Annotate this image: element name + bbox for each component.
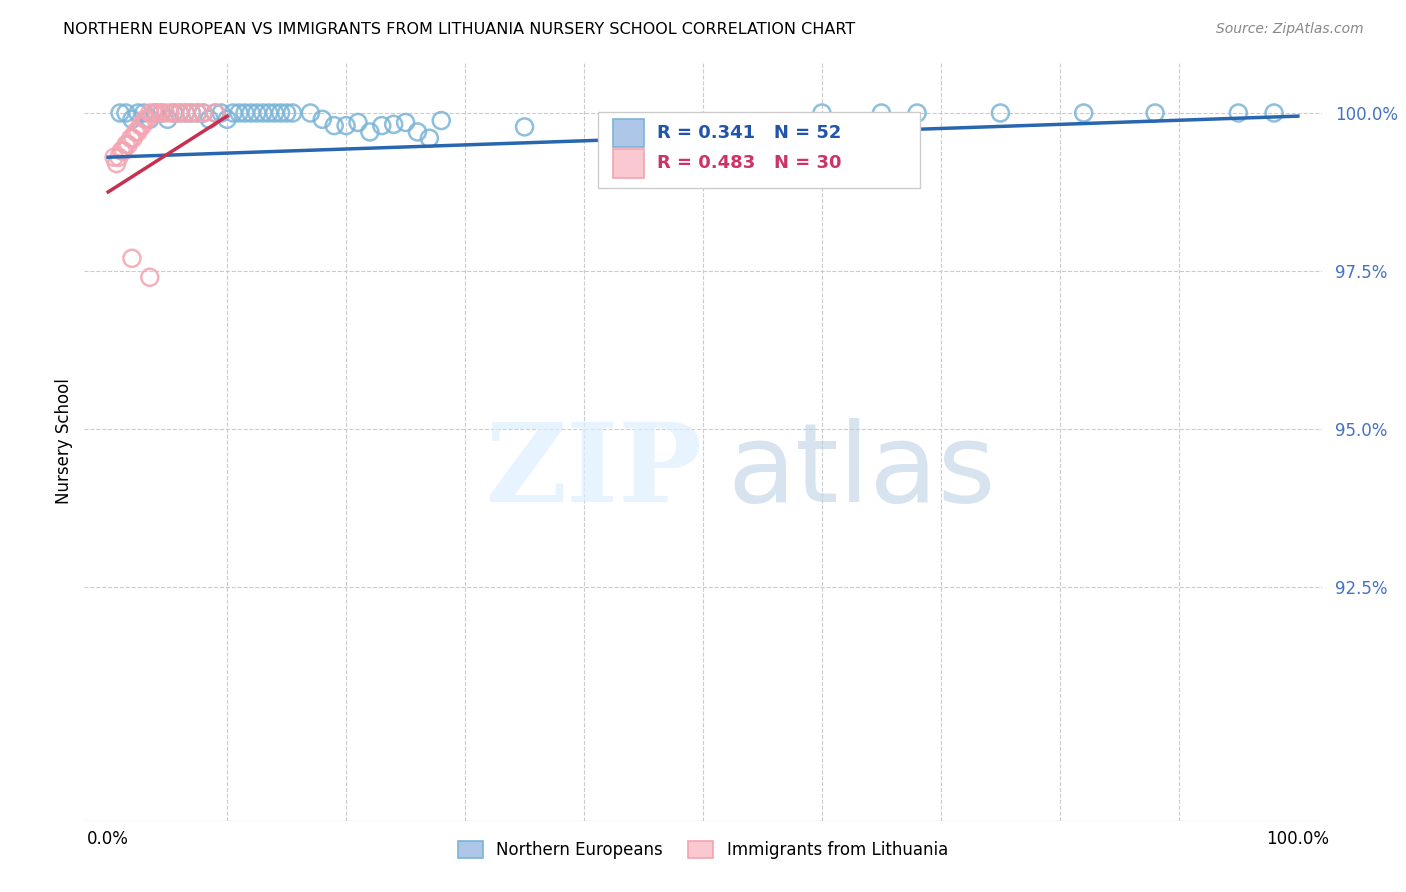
Point [1144,106,1167,120]
Point [394,115,416,129]
Point [115,137,138,152]
Point [169,106,191,120]
Point [905,106,928,120]
Point [323,119,346,133]
Point [222,106,245,120]
Point [692,121,714,136]
Point [1227,106,1250,120]
Point [990,106,1012,120]
Point [430,113,453,128]
Text: Source: ZipAtlas.com: Source: ZipAtlas.com [1216,22,1364,37]
Point [121,252,143,266]
Y-axis label: Nursery School: Nursery School [55,378,73,505]
Point [127,125,149,139]
Point [204,106,226,120]
Bar [613,149,644,178]
Point [382,117,405,131]
Point [108,106,131,120]
Point [122,131,145,145]
Point [139,270,162,285]
Point [239,106,262,120]
Point [129,119,152,133]
Point [217,112,239,127]
Point [127,106,149,120]
Point [263,106,285,120]
Point [513,120,536,134]
Point [155,106,177,120]
Point [169,106,191,120]
Point [180,106,202,120]
Point [347,115,370,129]
Point [174,106,197,120]
Point [142,106,165,120]
Point [299,106,322,120]
Point [162,106,184,120]
Point [150,106,173,120]
Point [246,106,269,120]
Legend: Northern Europeans, Immigrants from Lithuania: Northern Europeans, Immigrants from Lith… [451,834,955,865]
Point [124,125,146,139]
Point [115,106,138,120]
Point [418,131,440,145]
Point [112,144,135,158]
Point [121,112,143,127]
Point [270,106,292,120]
Point [103,150,125,164]
Text: ZIP: ZIP [486,418,703,525]
Point [110,144,132,158]
Point [136,112,159,127]
Point [233,106,256,120]
Point [186,106,208,120]
Point [108,150,131,164]
Point [276,106,298,120]
Point [257,106,280,120]
Point [105,156,128,170]
Point [163,106,186,120]
Point [193,106,215,120]
Point [228,106,250,120]
Point [371,119,394,133]
Point [186,106,208,120]
Point [156,112,179,127]
Text: R = 0.341   N = 52: R = 0.341 N = 52 [657,124,842,142]
Point [335,119,357,133]
Bar [613,119,644,147]
Point [159,106,181,120]
Point [311,112,333,127]
Point [174,106,197,120]
Point [870,106,893,120]
Point [1263,106,1285,120]
Point [149,106,172,120]
Point [146,106,169,120]
Point [120,131,142,145]
Text: atlas: atlas [728,418,997,525]
Point [132,106,155,120]
Text: R = 0.483   N = 30: R = 0.483 N = 30 [657,154,842,172]
Point [139,112,162,127]
Point [145,106,167,120]
Bar [598,112,920,187]
Point [209,106,232,120]
Point [359,125,381,139]
Point [811,106,834,120]
Point [134,112,156,127]
Point [193,106,215,120]
Point [198,112,221,127]
Point [1073,106,1095,120]
Point [117,137,139,152]
Point [139,106,162,120]
Point [204,106,226,120]
Point [252,106,274,120]
Point [131,119,153,133]
Point [406,125,429,139]
Text: NORTHERN EUROPEAN VS IMMIGRANTS FROM LITHUANIA NURSERY SCHOOL CORRELATION CHART: NORTHERN EUROPEAN VS IMMIGRANTS FROM LIT… [63,22,855,37]
Point [180,106,202,120]
Point [281,106,304,120]
